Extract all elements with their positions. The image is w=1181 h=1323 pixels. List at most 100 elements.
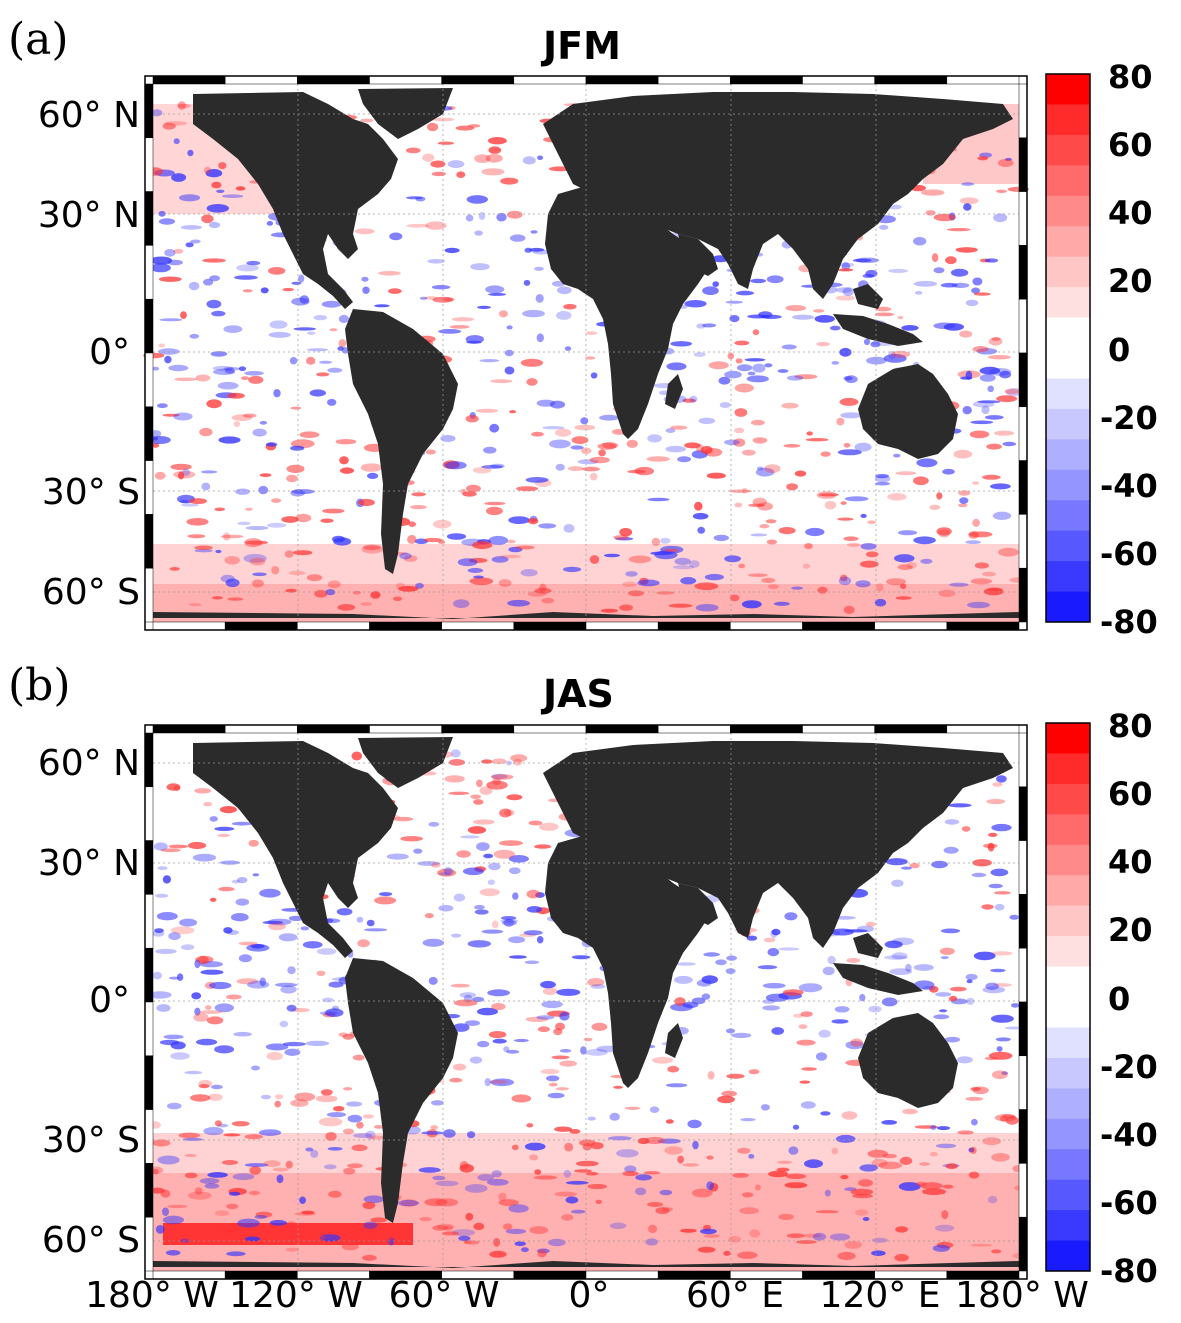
colorbar-segment: [1046, 195, 1090, 227]
anomaly-speckle: [362, 286, 370, 294]
anomaly-speckle: [523, 930, 543, 936]
anomaly-speckle: [288, 915, 304, 921]
anomaly-speckle: [648, 1224, 658, 1234]
anomaly-speckle: [626, 439, 638, 448]
anomaly-speckle: [762, 1005, 780, 1011]
anomaly-speckle: [852, 1193, 873, 1199]
anomaly-speckle: [770, 929, 778, 939]
anomaly-speckle: [846, 958, 861, 963]
cb-b-tick-80: 80: [1108, 707, 1153, 745]
anomaly-speckle: [748, 573, 768, 577]
anomaly-speckle: [456, 850, 471, 858]
anomaly-speckle: [473, 575, 484, 579]
anomaly-speckle: [506, 794, 523, 801]
anomaly-speckle: [883, 354, 907, 363]
anomaly-speckle: [913, 980, 935, 990]
anomaly-speckle: [245, 507, 253, 511]
frame-segment: [369, 621, 442, 631]
anomaly-speckle: [288, 570, 306, 576]
anomaly-speckle: [411, 492, 427, 497]
cb-a-tick-m20: -20: [1100, 399, 1158, 437]
anomaly-speckle: [729, 489, 752, 493]
anomaly-speckle: [472, 819, 495, 825]
anomaly-speckle: [794, 374, 818, 380]
anomaly-speckle: [505, 1228, 527, 1235]
anomaly-speckle: [207, 1172, 228, 1178]
anomaly-speckle: [189, 333, 200, 339]
anomaly-speckle: [223, 367, 240, 371]
anomaly-speckle: [766, 275, 784, 284]
anomaly-speckle: [824, 1189, 831, 1197]
anomaly-speckle: [214, 826, 235, 831]
anomaly-speckle: [286, 474, 298, 483]
anomaly-speckle: [893, 453, 901, 458]
anomaly-speckle: [236, 264, 259, 272]
anomaly-speckle: [733, 438, 746, 447]
anomaly-speckle: [944, 1036, 961, 1043]
frame-segment: [144, 137, 154, 192]
anomaly-speckle: [647, 434, 662, 443]
anomaly-speckle: [159, 318, 183, 322]
frame-segment: [802, 75, 875, 85]
anomaly-speckle: [223, 325, 243, 333]
anomaly-speckle: [488, 1031, 507, 1039]
anomaly-speckle: [747, 314, 769, 319]
anomaly-speckle: [895, 1226, 908, 1233]
lat-label-60s-a: 60° S: [41, 572, 140, 613]
anomaly-speckle: [571, 436, 589, 445]
frame-segment: [1018, 406, 1028, 461]
anomaly-speckle: [214, 1045, 235, 1054]
anomaly-speckle: [360, 602, 373, 606]
anomaly-speckle: [467, 826, 487, 834]
anomaly-speckle: [852, 258, 872, 263]
anomaly-speckle: [252, 428, 267, 437]
frame-segment: [730, 75, 803, 85]
anomaly-speckle: [529, 247, 545, 252]
anomaly-speckle: [973, 951, 996, 961]
anomaly-speckle: [502, 919, 517, 926]
anomaly-speckle: [282, 287, 294, 292]
anomaly-speckle: [843, 442, 851, 448]
anomaly-speckle: [777, 369, 789, 373]
anomaly-speckle: [437, 540, 446, 544]
anomaly-speckle: [173, 248, 184, 254]
anomaly-speckle: [200, 969, 224, 975]
anomaly-speckle: [244, 1134, 263, 1140]
anomaly-speckle: [963, 203, 972, 211]
cb-b-tick-60: 60: [1108, 775, 1153, 813]
anomaly-speckle: [595, 1199, 602, 1204]
anomaly-speckle: [483, 853, 494, 859]
colorbar-segment: [1046, 378, 1090, 410]
anomaly-speckle: [804, 1159, 823, 1169]
anomaly-speckle: [875, 481, 890, 486]
anomaly-speckle: [987, 587, 1003, 592]
anomaly-speckle: [424, 1198, 448, 1207]
colorbar-segment: [1046, 997, 1090, 1028]
anomaly-speckle: [424, 913, 434, 919]
anomaly-speckle: [591, 1022, 608, 1031]
frame-segment: [144, 1163, 154, 1218]
anomaly-speckle: [938, 589, 956, 597]
anomaly-speckle: [839, 262, 855, 267]
anomaly-speckle: [966, 979, 973, 984]
anomaly-speckle: [940, 956, 949, 960]
anomaly-speckle: [972, 277, 983, 286]
anomaly-speckle: [885, 858, 908, 866]
anomaly-speckle: [450, 749, 461, 758]
anomaly-speckle: [481, 929, 504, 934]
anomaly-speckle: [744, 358, 766, 362]
anomaly-speckle: [971, 872, 987, 878]
anomaly-speckle: [295, 513, 312, 523]
anomaly-speckle: [589, 456, 610, 464]
anomaly-speckle: [778, 1213, 794, 1221]
anomaly-speckle: [609, 1112, 620, 1121]
frame-segment: [874, 75, 948, 85]
anomaly-speckle: [990, 1014, 1014, 1023]
anomaly-speckle: [299, 295, 310, 304]
cb-a-tick-m80: -80: [1100, 603, 1158, 641]
anomaly-speckle: [499, 808, 512, 818]
anomaly-speckle: [817, 586, 828, 594]
frame-segment: [946, 724, 1020, 734]
anomaly-speckle: [477, 1040, 490, 1048]
frame-segment: [874, 724, 948, 734]
